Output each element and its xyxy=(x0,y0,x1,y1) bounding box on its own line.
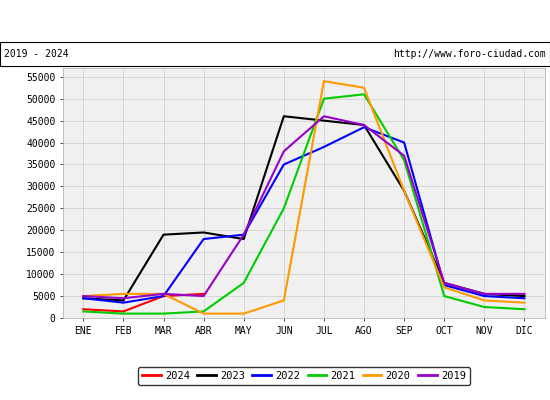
Text: http://www.foro-ciudad.com: http://www.foro-ciudad.com xyxy=(393,49,546,59)
Legend: 2024, 2023, 2022, 2021, 2020, 2019: 2024, 2023, 2022, 2021, 2020, 2019 xyxy=(138,367,470,385)
Text: 2019 - 2024: 2019 - 2024 xyxy=(4,49,69,59)
Text: Evolucion Nº Turistas Nacionales en el municipio de Tossa de Mar: Evolucion Nº Turistas Nacionales en el m… xyxy=(35,14,515,28)
